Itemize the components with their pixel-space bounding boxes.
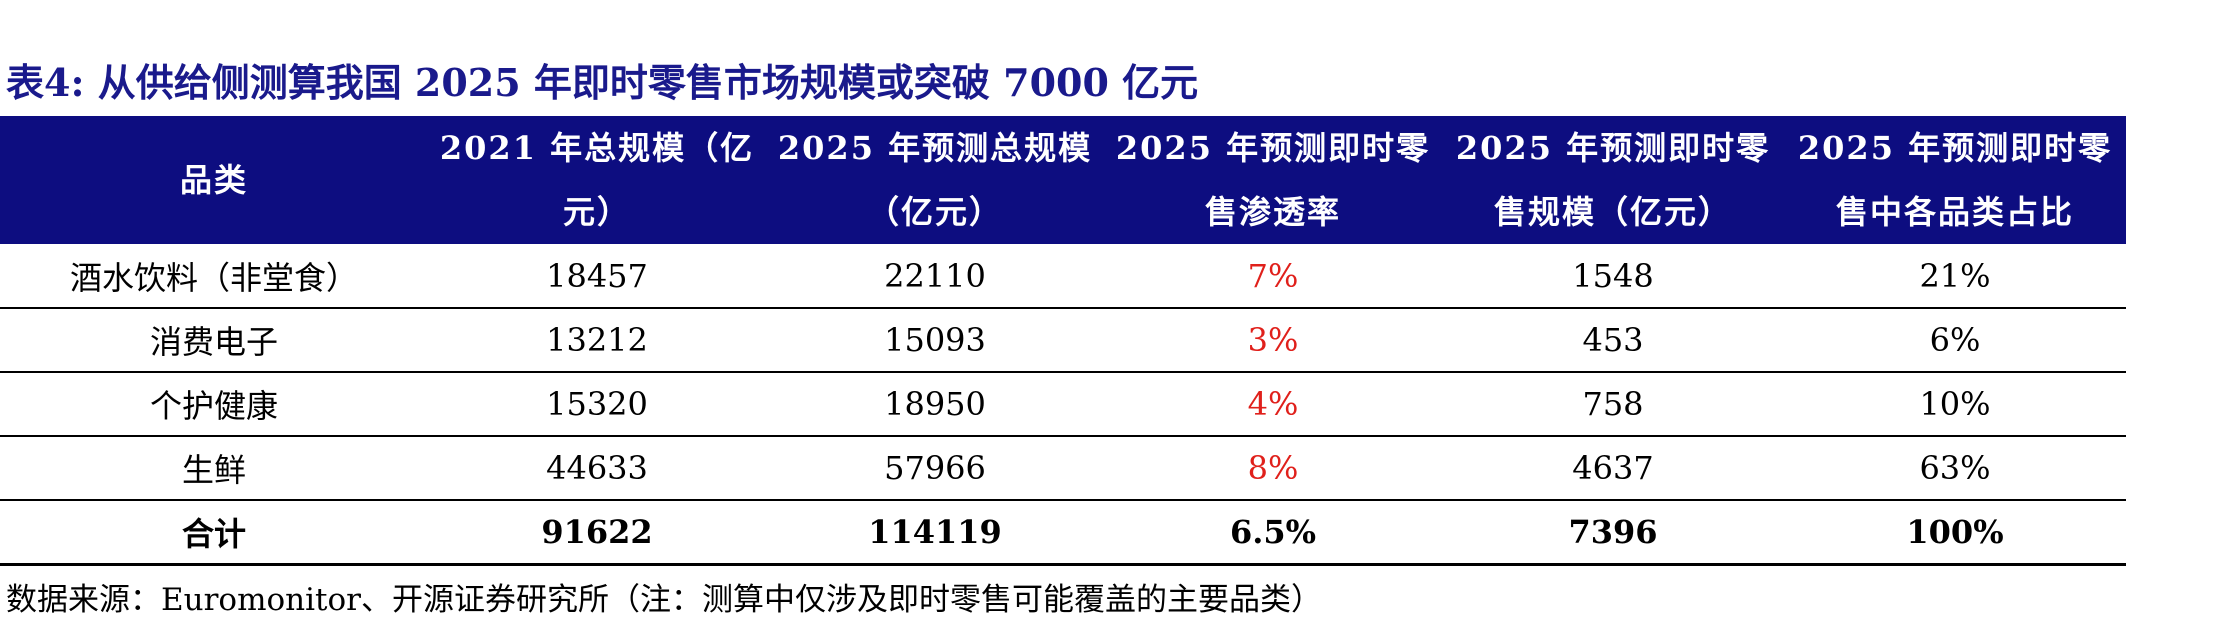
cell-penetration-rate: 4% [1104,372,1442,437]
cell-2021-total: 15320 [428,372,766,437]
header-2025-total-forecast: 2025 年预测总规模（亿元） [766,116,1104,244]
data-table: 品类 2021 年总规模（亿元） 2025 年预测总规模（亿元） 2025 年预… [0,116,2126,566]
header-2025-instant-retail-size: 2025 年预测即时零售规模（亿元） [1442,116,1784,244]
cell-total-category-share: 100% [1784,500,2126,566]
cell-2021-total: 13212 [428,308,766,373]
cell-instant-retail-size: 453 [1442,308,1784,373]
cell-penetration-rate: 3% [1104,308,1442,373]
cell-2021-total: 18457 [428,244,766,309]
cell-category: 个护健康 [0,372,428,437]
cell-category: 酒水饮料（非堂食） [0,244,428,309]
cell-2025-total: 15093 [766,308,1104,373]
cell-2025-total: 22110 [766,244,1104,309]
cell-total-penetration-rate: 6.5% [1104,500,1442,566]
cell-2025-total: 57966 [766,436,1104,501]
cell-category: 消费电子 [0,308,428,373]
cell-category: 生鲜 [0,436,428,501]
header-2025-penetration-rate: 2025 年预测即时零售渗透率 [1104,116,1442,244]
header-category: 品类 [0,116,428,244]
cell-total-label: 合计 [0,500,428,566]
cell-total-2025: 114119 [766,500,1104,566]
cell-category-share: 10% [1784,372,2126,437]
table-row: 酒水饮料（非堂食） 18457 22110 7% 1548 21% [0,244,2126,309]
table-row: 消费电子 13212 15093 3% 453 6% [0,308,2126,373]
table-row: 个护健康 15320 18950 4% 758 10% [0,372,2126,437]
table-row: 生鲜 44633 57966 8% 4637 63% [0,436,2126,501]
cell-instant-retail-size: 758 [1442,372,1784,437]
table-title: 表4: 从供给侧测算我国 2025 年即时零售市场规模或突破 7000 亿元 [6,60,1199,105]
cell-2021-total: 44633 [428,436,766,501]
header-2025-category-share: 2025 年预测即时零售中各品类占比 [1784,116,2126,244]
cell-category-share: 63% [1784,436,2126,501]
cell-2025-total: 18950 [766,372,1104,437]
header-2021-total: 2021 年总规模（亿元） [428,116,766,244]
cell-total-2021: 91622 [428,500,766,566]
cell-instant-retail-size: 1548 [1442,244,1784,309]
cell-penetration-rate: 8% [1104,436,1442,501]
table-header-row: 品类 2021 年总规模（亿元） 2025 年预测总规模（亿元） 2025 年预… [0,116,2126,244]
cell-penetration-rate: 7% [1104,244,1442,309]
source-note: 数据来源：Euromonitor、开源证券研究所（注：测算中仅涉及即时零售可能覆… [6,582,1322,618]
cell-category-share: 21% [1784,244,2126,309]
cell-total-instant-retail-size: 7396 [1442,500,1784,566]
table-total-row: 合计 91622 114119 6.5% 7396 100% [0,500,2126,566]
cell-instant-retail-size: 4637 [1442,436,1784,501]
cell-category-share: 6% [1784,308,2126,373]
